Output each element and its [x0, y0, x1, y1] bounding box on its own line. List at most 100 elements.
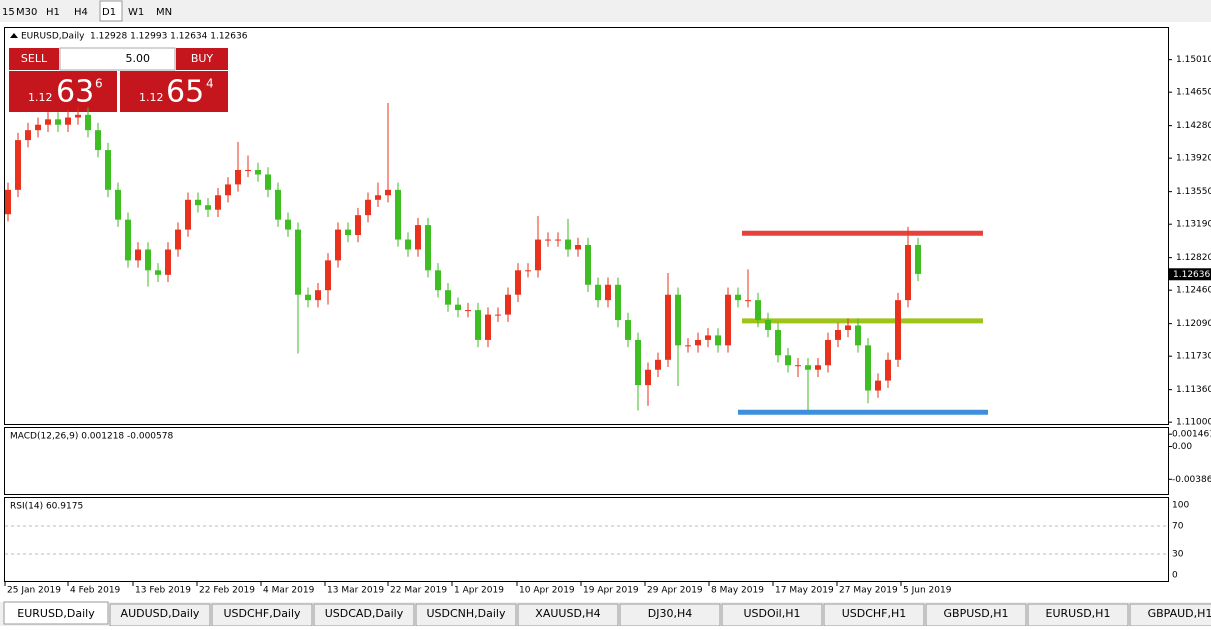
collapse-icon[interactable] — [10, 33, 18, 38]
y-tick-label: 1.13190 — [1176, 220, 1211, 230]
current-price: 1.12636 — [1173, 270, 1210, 280]
candle-body — [345, 229, 351, 236]
macd-tick-label: 0.001461 — [1172, 430, 1211, 440]
tab-label: EURUSD,H1 — [1046, 607, 1111, 620]
tabs: EURUSD,Daily AUDUSD,Daily USDCHF,Daily USDC… — [3, 601, 1211, 627]
tab[interactable] — [3, 601, 109, 625]
date-label: 13 Mar 2019 — [327, 586, 384, 596]
candle-body — [125, 219, 131, 261]
candle-body — [695, 339, 701, 346]
tab-label: AUDUSD,Daily — [121, 607, 200, 620]
candle-body — [875, 380, 881, 391]
candle-body — [285, 219, 291, 230]
date-label: 17 May 2019 — [775, 586, 834, 596]
rsi-tick-label: 100 — [1172, 501, 1189, 511]
candle-body — [795, 365, 801, 367]
candle-body — [845, 325, 851, 330]
rsi-tick-label: 70 — [1172, 522, 1184, 532]
candle-body — [175, 229, 181, 250]
y-tick-label: 1.14650 — [1176, 88, 1211, 98]
timeframe[interactable]: D1 — [102, 7, 116, 18]
candle-body — [555, 239, 561, 241]
candle-body — [445, 290, 451, 305]
candle-body — [915, 244, 921, 274]
macd-tick-label: -0.003869 — [1172, 475, 1211, 485]
date-label: 4 Mar 2019 — [263, 586, 315, 596]
tab-label: EURUSD,Daily — [17, 607, 95, 620]
candle-body — [65, 117, 71, 125]
candle-body — [365, 199, 371, 216]
candle-body — [75, 114, 81, 118]
volume-box[interactable] — [59, 47, 176, 71]
candle-body — [395, 189, 401, 240]
date-label: 22 Feb 2019 — [199, 586, 255, 596]
timeframe[interactable]: 15 — [2, 7, 15, 18]
candle-body — [535, 239, 541, 271]
rsi-label: RSI(14) 60.9175 — [10, 502, 83, 512]
candle-body — [805, 365, 811, 370]
candle-body — [355, 215, 361, 236]
timeframe[interactable]: M30 — [16, 7, 37, 18]
date-label: 29 Apr 2019 — [647, 586, 703, 596]
date-label: 8 May 2019 — [711, 586, 764, 596]
timeframe[interactable]: W1 — [128, 7, 144, 18]
date-label: 27 May 2019 — [839, 586, 898, 596]
candle-body — [745, 300, 751, 302]
y-tick-label: 1.13920 — [1176, 154, 1211, 164]
buy-price-box[interactable] — [120, 71, 228, 112]
date-label: 10 Apr 2019 — [519, 586, 575, 596]
candle-body — [185, 199, 191, 230]
tab-label: GBPUSD,H1 — [944, 607, 1009, 620]
candle-body — [45, 119, 51, 125]
active-timeframe — [99, 0, 123, 22]
candle-body — [815, 365, 821, 370]
candle-body — [895, 300, 901, 360]
candle-body — [325, 260, 331, 291]
timeframe[interactable]: MN — [156, 7, 172, 18]
tab-label: USDCHF,H1 — [842, 607, 907, 620]
candle-body — [205, 205, 211, 210]
candle-body — [655, 359, 661, 370]
sell-digits: 63 — [56, 75, 94, 110]
rsi-pane — [4, 497, 1169, 582]
candle-body — [545, 239, 551, 241]
macd-label: MACD(12,26,9) 0.001218 -0.000578 — [10, 432, 173, 442]
date-label: 1 Apr 2019 — [454, 586, 504, 596]
toolbar — [0, 0, 1211, 22]
candle-body — [755, 300, 761, 321]
candle-body — [665, 294, 671, 360]
rsi-tick-label: 30 — [1172, 550, 1184, 560]
candle-body — [135, 249, 141, 261]
buy-pip: 4 — [206, 77, 214, 91]
sell-price-box[interactable] — [9, 71, 117, 112]
candle-body — [625, 320, 631, 340]
sell-button[interactable] — [9, 48, 59, 70]
tab-label: DJ30,H4 — [648, 607, 692, 620]
sell-big: 1.12 — [28, 91, 53, 104]
candle-body — [385, 189, 391, 196]
candle-body — [615, 284, 621, 321]
candle-body — [195, 199, 201, 206]
timeframe[interactable]: H4 — [74, 7, 88, 18]
candle-body — [105, 150, 111, 190]
candle-body — [305, 294, 311, 301]
tab-label: XAUUSD,H4 — [535, 607, 600, 620]
y-tick-label: 1.13550 — [1176, 187, 1211, 197]
y-tick-label: 1.12820 — [1176, 253, 1211, 263]
candle-body — [485, 314, 491, 340]
candle-body — [855, 325, 861, 346]
tab-label: USDCHF,Daily — [223, 607, 301, 620]
candle-body — [155, 270, 161, 275]
candle-body — [465, 310, 471, 312]
buy-button[interactable] — [176, 48, 228, 70]
candle-body — [55, 119, 61, 125]
candle-body — [475, 310, 481, 340]
candle-body — [295, 229, 301, 295]
tab-label: USDOil,H1 — [743, 607, 800, 620]
candle-body — [95, 130, 101, 151]
candle-body — [495, 314, 501, 316]
timeframe[interactable]: H1 — [46, 7, 60, 18]
candle-body — [335, 229, 341, 261]
